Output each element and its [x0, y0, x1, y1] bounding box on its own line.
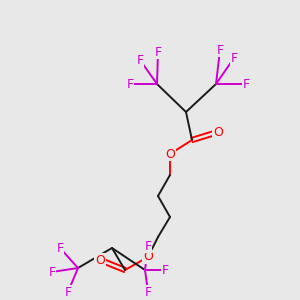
Text: F: F — [64, 286, 72, 298]
Text: F: F — [242, 77, 250, 91]
Text: F: F — [136, 53, 144, 67]
Text: F: F — [161, 263, 169, 277]
Text: F: F — [126, 77, 134, 91]
Text: F: F — [154, 46, 162, 59]
Text: F: F — [144, 286, 152, 298]
Text: F: F — [56, 242, 64, 254]
Text: F: F — [216, 44, 224, 56]
Text: F: F — [230, 52, 238, 64]
Text: O: O — [95, 254, 105, 266]
Text: F: F — [144, 239, 152, 253]
Text: O: O — [213, 125, 223, 139]
Text: O: O — [165, 148, 175, 160]
Text: F: F — [48, 266, 56, 278]
Text: O: O — [143, 250, 153, 263]
